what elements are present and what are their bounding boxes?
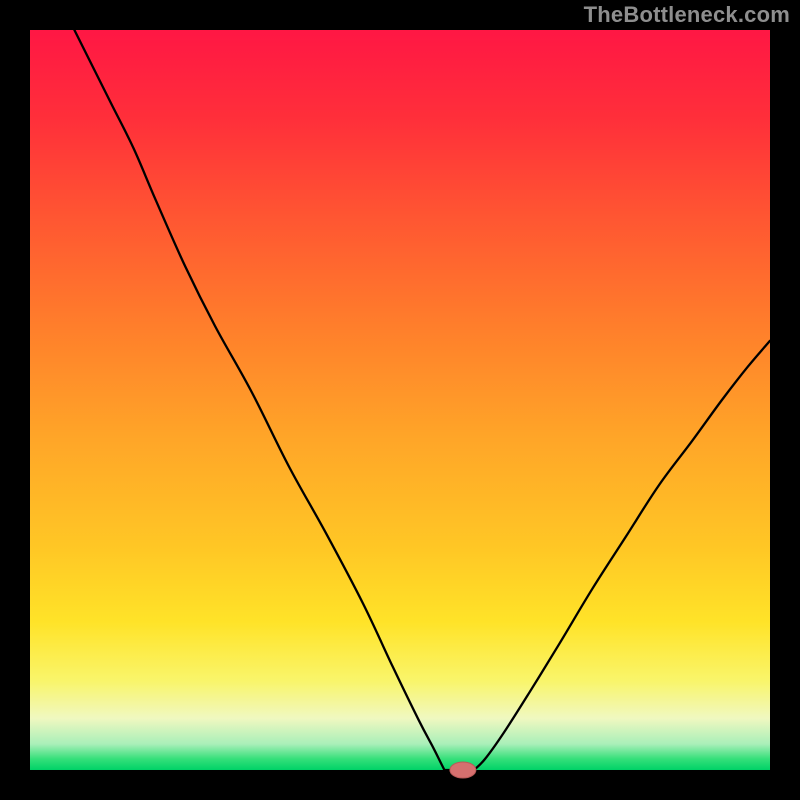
bottleneck-chart xyxy=(0,0,800,800)
chart-gradient-background xyxy=(30,30,770,770)
optimal-point-marker xyxy=(450,762,476,778)
